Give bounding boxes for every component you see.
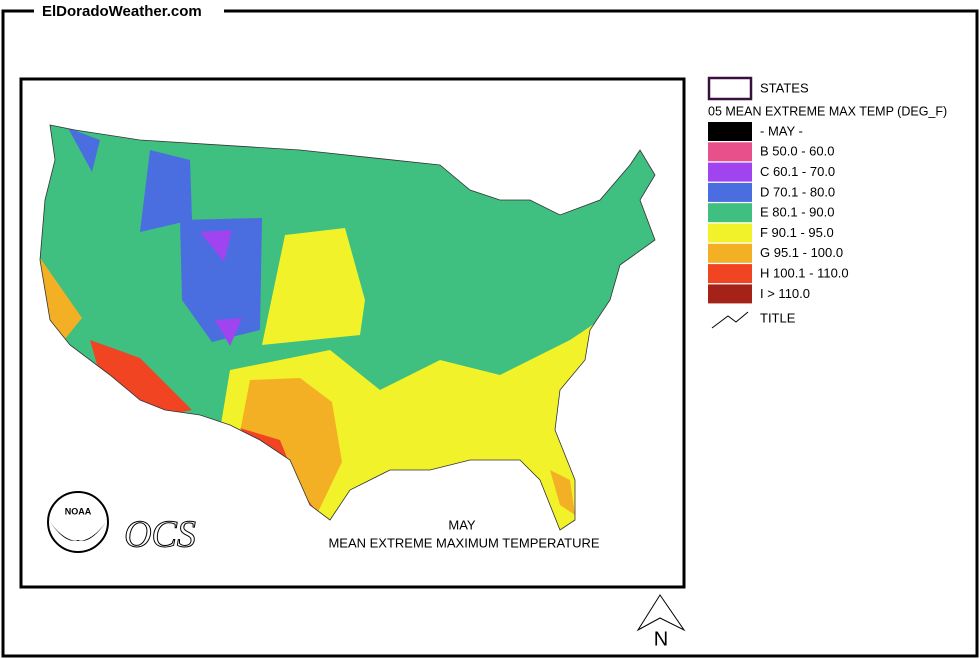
legend-label: D 70.1 - 80.0 [760, 184, 835, 199]
legend-label: I > 110.0 [760, 286, 810, 301]
outer-frame [1, 9, 979, 658]
legend-swatch [708, 142, 752, 162]
legend-label: C 60.1 - 70.0 [760, 164, 835, 179]
title-label: TITLE [760, 310, 796, 325]
legend-label: G 95.1 - 100.0 [760, 245, 843, 260]
caption-month: MAY [448, 517, 476, 532]
title-backdrop [34, 2, 224, 22]
legend-label: B 50.0 - 60.0 [760, 144, 834, 159]
caption-title: MEAN EXTREME MAXIMUM TEMPERATURE [328, 535, 599, 550]
legend-swatch [708, 223, 752, 243]
us-outline [39, 124, 656, 531]
legend-swatch [708, 264, 752, 284]
legend-swatch [708, 182, 752, 202]
legend-label: F 90.1 - 95.0 [760, 225, 834, 240]
zone-g [40, 255, 575, 515]
legend-label: - MAY - [760, 123, 803, 138]
zone-h [90, 340, 322, 522]
compass-n: N [654, 628, 668, 650]
title-icon [711, 311, 749, 329]
legend-swatch [708, 284, 752, 304]
legend-label: H 100.1 - 110.0 [760, 266, 849, 281]
compass [636, 594, 686, 632]
legend-swatch [708, 203, 752, 223]
legend-label: E 80.1 - 90.0 [760, 205, 834, 220]
noaa-logo [47, 491, 109, 553]
ocs-text: OCS [124, 514, 196, 556]
noaa-bird [50, 522, 106, 541]
zone-d [68, 128, 262, 342]
noaa-text: NOAA [65, 506, 92, 516]
states-swatch [707, 76, 753, 101]
legend-swatch [708, 162, 752, 182]
states-label: STATES [760, 80, 809, 95]
legend-title: 05 MEAN EXTREME MAX TEMP (DEG_F) [708, 104, 947, 118]
site-title: ElDoradoWeather.com [42, 3, 202, 20]
zone-c [200, 230, 242, 346]
legend-swatch [708, 122, 752, 141]
legend-swatch [708, 243, 752, 263]
